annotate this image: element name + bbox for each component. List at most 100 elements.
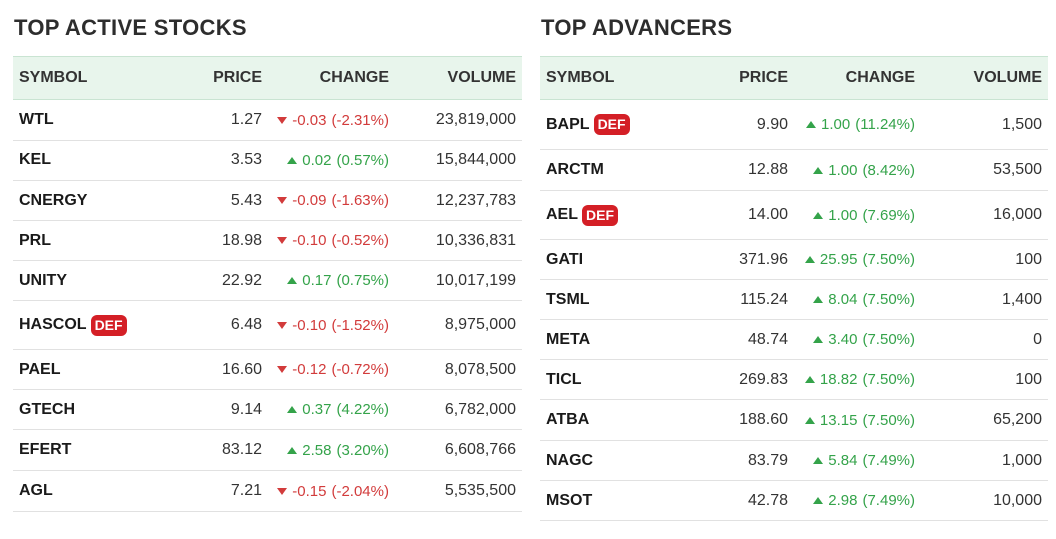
volume-cell: 6,782,000	[444, 400, 516, 418]
symbol-cell[interactable]: BAPL DEF	[546, 100, 630, 149]
column-header-volume[interactable]: VOLUME	[973, 69, 1042, 86]
column-header-symbol[interactable]: SYMBOL	[19, 69, 88, 86]
table-row[interactable]: TICL 269.83 18.82 (7.50%) 100	[540, 360, 1048, 400]
table-row[interactable]: AGL 7.21 -0.15 (-2.04%) 5,535,500	[13, 471, 522, 512]
symbol-cell[interactable]: ATBA	[546, 400, 589, 440]
volume-cell: 16,000	[993, 206, 1042, 223]
symbol-cell[interactable]: PRL	[19, 221, 51, 260]
symbol-cell[interactable]: KEL	[19, 140, 51, 180]
column-header-change[interactable]: CHANGE	[319, 69, 389, 86]
symbol-link[interactable]: META	[546, 330, 591, 348]
table-row[interactable]: MSOT 42.78 2.98 (7.49%) 10,000	[540, 481, 1048, 521]
volume-cell: 12,237,783	[435, 191, 516, 209]
column-header-price[interactable]: PRICE	[213, 69, 262, 86]
change-value: -0.03	[292, 111, 327, 129]
symbol-link[interactable]: HASCOL	[19, 316, 87, 333]
symbol-link[interactable]: KEL	[19, 151, 51, 168]
change-percent: (7.50%)	[862, 291, 915, 308]
price-cell: 12.88	[747, 161, 788, 178]
symbol-link[interactable]: ARCTM	[546, 161, 604, 178]
change-value: 2.58	[302, 441, 332, 459]
symbol-link[interactable]: WTL	[19, 111, 54, 128]
volume-cell: 15,844,000	[435, 151, 516, 168]
column-header-volume[interactable]: VOLUME	[447, 69, 516, 86]
change-value: -0.10	[292, 232, 327, 249]
price-cell: 3.53	[230, 151, 262, 168]
change-percent: (-0.72%)	[331, 361, 389, 378]
table-row[interactable]: GATI 371.96 25.95 (7.50%) 100	[540, 240, 1048, 280]
change-cell: 8.04 (7.50%)	[813, 280, 915, 319]
symbol-cell[interactable]: AGL	[19, 471, 53, 511]
table-row[interactable]: TSML 115.24 8.04 (7.50%) 1,400	[540, 280, 1048, 320]
symbol-cell[interactable]: META	[546, 320, 590, 359]
change-percent: (-1.52%)	[331, 316, 389, 334]
symbol-link[interactable]: TICL	[546, 370, 582, 388]
volume-cell: 1,400	[1001, 290, 1042, 308]
symbol-link[interactable]: ATBA	[546, 411, 590, 428]
symbol-link[interactable]: NAGC	[546, 451, 594, 469]
symbol-cell[interactable]: UNITY	[19, 261, 67, 300]
symbol-cell[interactable]: WTL	[19, 100, 54, 140]
price-cell: 7.21	[230, 482, 262, 499]
change-value: -0.12	[292, 361, 327, 378]
symbol-cell[interactable]: EFERT	[19, 430, 71, 470]
table-row[interactable]: PAEL 16.60 -0.12 (-0.72%) 8,078,500	[13, 350, 522, 390]
symbol-link[interactable]: GTECH	[19, 400, 75, 418]
change-percent: (8.42%)	[862, 161, 915, 179]
symbol-cell[interactable]: CNERGY	[19, 181, 87, 220]
table-row[interactable]: ATBA 188.60 13.15 (7.50%) 65,200	[540, 400, 1048, 441]
column-header-change[interactable]: CHANGE	[845, 69, 915, 86]
change-value: 3.40	[828, 331, 858, 348]
symbol-link[interactable]: CNERGY	[19, 191, 88, 209]
price-cell: 9.90	[756, 115, 788, 133]
symbol-link[interactable]: AGL	[19, 482, 53, 499]
symbol-cell[interactable]: NAGC	[546, 441, 593, 480]
change-value: 0.17	[302, 272, 332, 289]
default-badge: DEF	[593, 114, 630, 135]
arrow-up-icon	[813, 457, 824, 464]
change-percent: (7.50%)	[862, 411, 915, 429]
symbol-link[interactable]: GATI	[546, 250, 584, 268]
change-cell: 0.37 (4.22%)	[287, 390, 389, 429]
column-header-price[interactable]: PRICE	[739, 69, 788, 86]
symbol-link[interactable]: UNITY	[19, 271, 67, 289]
symbol-cell[interactable]: GTECH	[19, 390, 75, 429]
table-row[interactable]: CNERGY 5.43 -0.09 (-1.63%) 12,237,783	[13, 181, 522, 221]
change-cell: 1.00 (8.42%)	[813, 150, 915, 190]
change-percent: (7.50%)	[862, 251, 915, 268]
table-row[interactable]: GTECH 9.14 0.37 (4.22%) 6,782,000	[13, 390, 522, 430]
symbol-link[interactable]: PRL	[19, 231, 51, 249]
arrow-up-icon	[804, 256, 815, 263]
symbol-link[interactable]: TSML	[546, 290, 590, 308]
price-cell: 5.43	[230, 191, 262, 209]
symbol-cell[interactable]: AEL DEF	[546, 191, 618, 239]
table-row[interactable]: HASCOL DEF 6.48 -0.10 (-1.52%) 8,975,000	[13, 301, 522, 350]
price-cell: 22.92	[221, 271, 262, 289]
table-row[interactable]: BAPL DEF 9.90 1.00 (11.24%) 1,500	[540, 100, 1048, 150]
table-row[interactable]: KEL 3.53 0.02 (0.57%) 15,844,000	[13, 140, 522, 181]
symbol-cell[interactable]: TICL	[546, 360, 582, 399]
symbol-cell[interactable]: TSML	[546, 280, 590, 319]
price-cell: 188.60	[739, 411, 788, 428]
symbol-link[interactable]: MSOT	[546, 491, 593, 509]
table-row[interactable]: PRL 18.98 -0.10 (-0.52%) 10,336,831	[13, 221, 522, 261]
symbol-cell[interactable]: ARCTM	[546, 150, 604, 190]
table-row[interactable]: UNITY 22.92 0.17 (0.75%) 10,017,199	[13, 261, 522, 301]
symbol-cell[interactable]: PAEL	[19, 350, 60, 389]
table-row[interactable]: EFERT 83.12 2.58 (3.20%) 6,608,766	[13, 430, 522, 471]
symbol-link[interactable]: BAPL	[546, 115, 590, 133]
table-row[interactable]: NAGC 83.79 5.84 (7.49%) 1,000	[540, 441, 1048, 481]
symbol-link[interactable]: AEL	[546, 206, 578, 223]
symbol-cell[interactable]: MSOT	[546, 481, 592, 520]
symbol-cell[interactable]: GATI	[546, 240, 583, 279]
arrow-up-icon	[813, 296, 824, 303]
table-row[interactable]: ARCTM 12.88 1.00 (8.42%) 53,500	[540, 150, 1048, 191]
table-row[interactable]: WTL 1.27 -0.03 (-2.31%) 23,819,000	[13, 100, 522, 141]
symbol-link[interactable]: EFERT	[19, 441, 72, 458]
column-header-symbol[interactable]: SYMBOL	[546, 69, 615, 86]
table-row[interactable]: META 48.74 3.40 (7.50%) 0	[540, 320, 1048, 360]
symbol-cell[interactable]: HASCOL DEF	[19, 301, 127, 349]
arrow-down-icon	[277, 116, 288, 124]
table-row[interactable]: AEL DEF 14.00 1.00 (7.69%) 16,000	[540, 191, 1048, 240]
symbol-link[interactable]: PAEL	[19, 360, 61, 378]
